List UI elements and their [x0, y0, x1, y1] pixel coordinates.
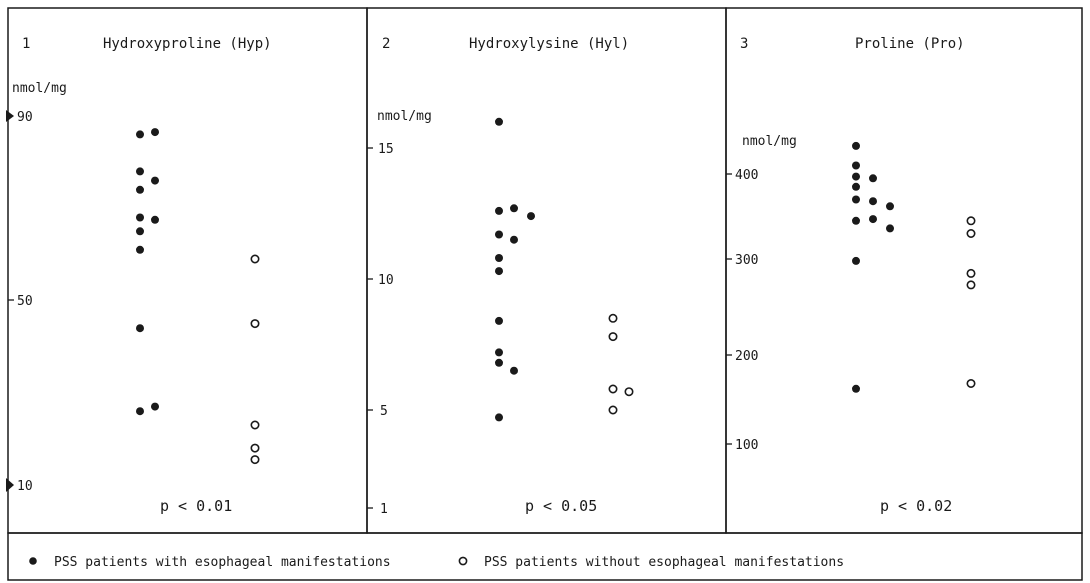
- panel-2-open-point: [608, 384, 618, 394]
- panel-2-filled-point: [527, 212, 535, 221]
- panel-2-open-point: [608, 405, 618, 415]
- panel-3-filled-point: [886, 224, 894, 233]
- panel-3-filled-point: [852, 216, 860, 225]
- panel-2-p-value: p < 0.05: [525, 497, 597, 515]
- panel-1-filled-point: [136, 227, 144, 236]
- panel-1-filled-point: [136, 213, 144, 222]
- panel-2-filled-point: [510, 235, 518, 244]
- panel-3-filled-point: [886, 202, 894, 211]
- panel-1-top-arrow: [6, 110, 14, 122]
- panel-3-number: 3: [740, 36, 748, 52]
- panel-1-tick-label-10: 10: [17, 479, 33, 494]
- panel-1-open-point: [250, 443, 260, 453]
- panel-2-open-point: [608, 332, 618, 342]
- panel-3-open-point: [966, 216, 976, 226]
- legend: PSS patients with esophageal manifestati…: [29, 555, 844, 570]
- panel-1-y-unit: nmol/mg: [12, 81, 67, 96]
- panel-1-bottom-arrow: [6, 478, 14, 492]
- panel-3-open-point: [966, 268, 976, 278]
- panel-2-tick-label-15: 15: [378, 142, 394, 157]
- panel-3-tick-label-400: 400: [735, 168, 758, 183]
- panel-2-open-point: [608, 313, 618, 323]
- legend-filled-marker: [29, 557, 37, 565]
- panel-2: 2 Hydroxylysine (Hyl) nmol/mg 15 10 5 1 …: [367, 36, 634, 517]
- panel-3-open-point: [966, 280, 976, 290]
- panel-2-filled-point: [495, 267, 503, 276]
- panel-3-title: Proline (Pro): [855, 36, 965, 52]
- panel-3-filled-point: [869, 215, 877, 224]
- panel-2-filled-point: [495, 206, 503, 215]
- panel-1-filled-point: [136, 324, 144, 333]
- panel-1-open-point: [250, 254, 260, 264]
- panel-2-tick-label-5: 5: [380, 404, 388, 419]
- panel-2-filled-point: [510, 366, 518, 375]
- legend-frame: [7, 532, 1083, 581]
- panel-3-open-point: [966, 378, 976, 388]
- panel-2-filled-point: [495, 254, 503, 262]
- legend-filled-label: PSS patients with esophageal manifestati…: [54, 555, 391, 570]
- panel-1-filled-point: [136, 167, 144, 176]
- panel-3-filled-point: [852, 161, 860, 170]
- panel-3: 3 Proline (Pro) nmol/mg 400 300 200 100 …: [726, 36, 976, 515]
- panel-3-filled-point: [852, 172, 860, 181]
- panel-1-open-point: [250, 319, 260, 329]
- panel-2-filled-point: [510, 204, 518, 213]
- panel-3-tick-label-100: 100: [735, 438, 758, 453]
- panel-1-points: [136, 128, 260, 465]
- panel-1-filled-point: [136, 185, 144, 194]
- panel-1-p-value: p < 0.01: [160, 497, 232, 515]
- panel-1-filled-point: [136, 407, 144, 416]
- panel-1-filled-point: [151, 402, 159, 411]
- panel-3-filled-point: [852, 141, 860, 150]
- panel-1-filled-point: [136, 245, 144, 254]
- panel-2-tick-label-10: 10: [378, 273, 394, 288]
- panel-3-filled-point: [852, 384, 860, 393]
- panel-1-number: 1: [22, 36, 30, 52]
- panel-2-frame: [366, 7, 727, 534]
- panel-1: 1 Hydroxyproline (Hyp) nmol/mg 90 50 10 …: [6, 36, 272, 515]
- panel-2-y-unit: nmol/mg: [377, 109, 432, 124]
- panel-3-points: [852, 141, 976, 393]
- panel-1-filled-point: [151, 215, 159, 224]
- panel-2-filled-point: [495, 413, 503, 422]
- panel-3-frame: [725, 7, 1083, 534]
- panel-3-open-point: [966, 229, 976, 239]
- panel-2-filled-point: [495, 348, 503, 357]
- panel-2-filled-point: [495, 358, 503, 367]
- panel-3-tick-label-300: 300: [735, 253, 758, 268]
- panel-3-filled-point: [852, 182, 860, 191]
- panel-2-open-point: [624, 387, 634, 397]
- panel-2-points: [495, 117, 634, 422]
- panel-3-y-unit: nmol/mg: [742, 134, 797, 149]
- panel-2-number: 2: [382, 36, 390, 52]
- panel-1-tick-label-50: 50: [17, 294, 33, 309]
- panel-3-filled-point: [852, 256, 860, 265]
- panel-1-filled-point: [151, 128, 159, 137]
- panel-3-p-value: p < 0.02: [880, 497, 952, 515]
- panel-2-filled-point: [495, 316, 503, 325]
- panel-1-tick-label-90: 90: [17, 110, 33, 125]
- panel-2-tick-label-1: 1: [380, 502, 388, 517]
- panel-2-filled-point: [495, 117, 503, 126]
- panel-2-title: Hydroxylysine (Hyl): [469, 36, 629, 52]
- legend-open-marker: [458, 556, 468, 566]
- panel-3-tick-label-200: 200: [735, 349, 758, 364]
- panel-1-open-point: [250, 420, 260, 430]
- panel-1-title: Hydroxyproline (Hyp): [103, 36, 272, 52]
- panel-1-open-point: [250, 455, 260, 465]
- panel-3-filled-point: [869, 174, 877, 183]
- panel-2-filled-point: [495, 230, 503, 239]
- panel-1-filled-point: [136, 130, 144, 139]
- panel-3-filled-point: [869, 197, 877, 206]
- legend-open-label: PSS patients without esophageal manifest…: [484, 555, 844, 570]
- panel-3-filled-point: [852, 195, 860, 204]
- panel-1-filled-point: [151, 176, 159, 185]
